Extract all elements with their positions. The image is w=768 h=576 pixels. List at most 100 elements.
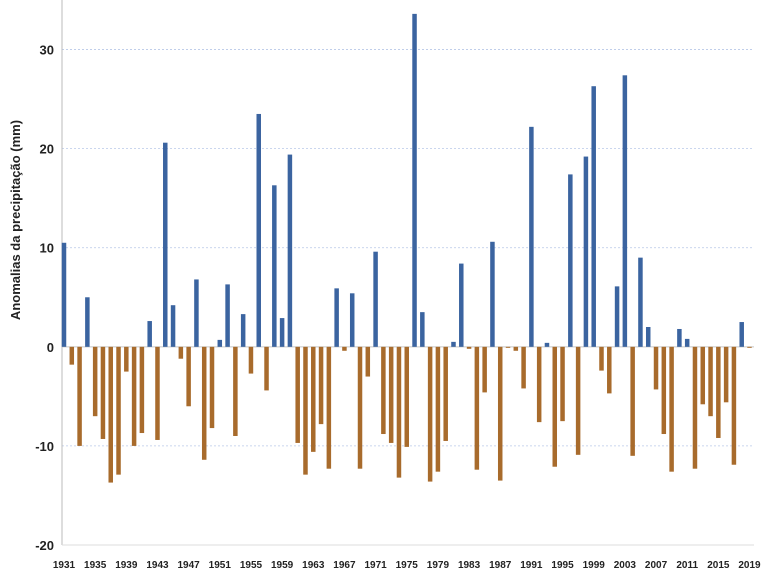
bar bbox=[170, 305, 176, 347]
x-tick-label: 2007 bbox=[645, 560, 668, 571]
y-tick-label: 10 bbox=[40, 241, 54, 256]
y-tick-label: 0 bbox=[47, 340, 54, 355]
bar bbox=[209, 346, 215, 429]
bar bbox=[357, 346, 363, 469]
bar bbox=[513, 346, 519, 351]
y-axis: -20 -10 0 10 20 30 bbox=[35, 0, 63, 553]
bar bbox=[217, 339, 223, 347]
bar bbox=[404, 346, 409, 447]
bar bbox=[552, 346, 558, 467]
x-tick-label: 1963 bbox=[302, 560, 325, 571]
bar bbox=[240, 314, 246, 347]
bar bbox=[575, 346, 581, 455]
x-tick-label: 1931 bbox=[53, 560, 76, 571]
bar bbox=[443, 346, 448, 441]
bar bbox=[248, 346, 254, 374]
bar bbox=[607, 346, 612, 394]
bar bbox=[599, 346, 604, 371]
bar bbox=[303, 346, 308, 475]
bar bbox=[435, 346, 441, 472]
bar bbox=[147, 321, 152, 347]
y-tick-label: -20 bbox=[35, 538, 54, 553]
bar bbox=[225, 284, 230, 347]
bar bbox=[677, 328, 682, 347]
bar bbox=[326, 346, 332, 469]
x-tick-label: 1999 bbox=[583, 560, 606, 571]
x-tick-label: 1959 bbox=[271, 560, 294, 571]
x-tick-label: 1979 bbox=[427, 560, 450, 571]
bar bbox=[318, 346, 324, 425]
bar bbox=[638, 257, 643, 347]
x-axis: 1931 1935 1939 1943 1947 1951 1955 1959 1963 1967… bbox=[53, 544, 761, 571]
bar bbox=[388, 346, 394, 443]
y-tick-label: -10 bbox=[35, 439, 54, 454]
bar bbox=[529, 126, 534, 347]
bar bbox=[69, 346, 75, 365]
y-axis-label: Anomalias da precipitação (mm) bbox=[8, 120, 23, 320]
x-tick-label: 1975 bbox=[396, 560, 419, 571]
bar bbox=[139, 346, 145, 434]
bar bbox=[131, 346, 137, 446]
bar bbox=[591, 86, 596, 347]
bar bbox=[700, 346, 706, 405]
bar bbox=[365, 346, 371, 377]
bar bbox=[124, 346, 129, 372]
x-tick-label: 1955 bbox=[240, 560, 263, 571]
bar bbox=[264, 346, 269, 391]
bar bbox=[451, 341, 456, 347]
y-tick-label: 30 bbox=[40, 43, 54, 58]
bar bbox=[349, 293, 355, 347]
bar bbox=[256, 113, 261, 347]
bar bbox=[61, 242, 67, 347]
bar bbox=[560, 346, 565, 422]
bar bbox=[116, 346, 121, 475]
bar bbox=[684, 338, 690, 347]
x-tick-label: 1939 bbox=[115, 560, 138, 571]
x-tick-label: 1943 bbox=[146, 560, 169, 571]
bar bbox=[334, 288, 339, 347]
bar bbox=[692, 346, 698, 469]
x-tick-label: 1951 bbox=[209, 560, 232, 571]
bar bbox=[482, 346, 487, 393]
bar bbox=[420, 312, 425, 347]
bar bbox=[614, 286, 620, 347]
x-tick-label: 1967 bbox=[333, 560, 356, 571]
x-tick-label: 1987 bbox=[489, 560, 512, 571]
bar bbox=[459, 263, 464, 347]
x-tick-label: 2011 bbox=[676, 560, 698, 571]
x-tick-label: 1935 bbox=[84, 560, 107, 571]
bar bbox=[653, 346, 659, 390]
x-tick-label: 1995 bbox=[551, 560, 574, 571]
bar bbox=[661, 346, 667, 435]
bar bbox=[747, 346, 752, 348]
bar bbox=[568, 174, 573, 347]
bar bbox=[186, 346, 191, 407]
bar bbox=[311, 346, 316, 452]
x-tick-label: 1983 bbox=[458, 560, 481, 571]
bar bbox=[427, 346, 433, 482]
bar bbox=[272, 185, 277, 347]
x-tick-label: 2019 bbox=[738, 560, 761, 571]
bar bbox=[108, 346, 113, 483]
bar bbox=[505, 346, 511, 348]
bar bbox=[373, 251, 378, 347]
bar bbox=[490, 241, 495, 347]
x-tick-label: 2015 bbox=[707, 560, 730, 571]
bar bbox=[396, 346, 402, 478]
bar bbox=[708, 346, 713, 417]
bar bbox=[731, 346, 737, 465]
bar bbox=[178, 346, 184, 359]
bar bbox=[155, 346, 160, 440]
x-tick-label: 2003 bbox=[614, 560, 637, 571]
bar bbox=[279, 318, 285, 347]
bar bbox=[287, 154, 293, 347]
bar bbox=[466, 346, 472, 349]
bar bbox=[163, 142, 168, 347]
bar bbox=[630, 346, 635, 456]
bar bbox=[583, 156, 589, 347]
bar bbox=[412, 13, 417, 347]
y-tick-label: 20 bbox=[40, 142, 54, 157]
bar bbox=[739, 322, 744, 347]
bar bbox=[92, 346, 98, 417]
